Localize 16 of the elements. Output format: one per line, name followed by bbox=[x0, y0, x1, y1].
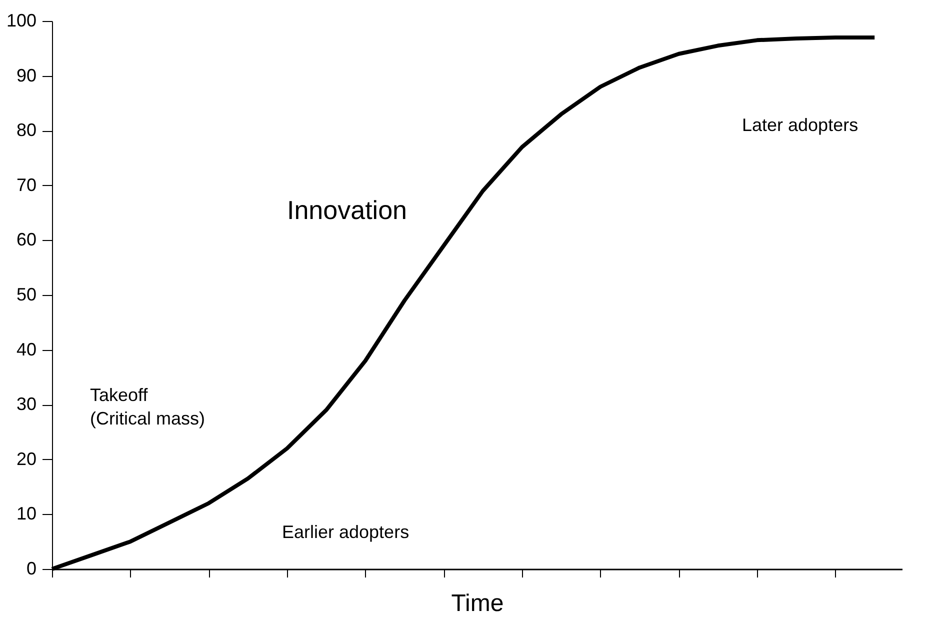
y-tick-label: 60 bbox=[16, 230, 36, 250]
annotation: Innovation bbox=[287, 195, 407, 225]
annotation: Takeoff (Critical mass) bbox=[90, 385, 205, 428]
annotation: Earlier adopters bbox=[282, 522, 410, 542]
y-tick-label: 100 bbox=[6, 10, 36, 30]
y-tick-label: 20 bbox=[16, 448, 36, 469]
y-tick-label: 50 bbox=[16, 284, 36, 304]
y-tick-label: 30 bbox=[16, 394, 36, 414]
y-tick-label: 40 bbox=[16, 339, 36, 360]
y-tick-label: 90 bbox=[16, 65, 36, 86]
y-tick-label: 10 bbox=[16, 504, 36, 524]
x-axis-title: Time bbox=[451, 590, 504, 617]
y-tick-label: 80 bbox=[16, 120, 36, 140]
y-tick-label: 70 bbox=[16, 174, 36, 195]
y-tick-label: 0 bbox=[26, 558, 36, 578]
annotation: Later adopters bbox=[742, 115, 858, 135]
